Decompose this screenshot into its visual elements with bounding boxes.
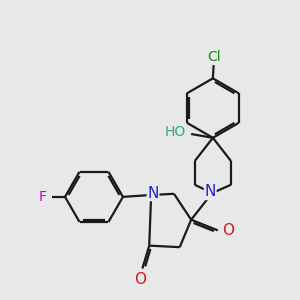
Text: O: O — [223, 223, 235, 238]
Text: N: N — [147, 186, 159, 201]
Text: F: F — [39, 190, 47, 204]
Text: O: O — [134, 272, 146, 287]
Text: HO: HO — [164, 125, 185, 139]
Text: N: N — [205, 184, 216, 200]
Text: Cl: Cl — [207, 50, 220, 64]
